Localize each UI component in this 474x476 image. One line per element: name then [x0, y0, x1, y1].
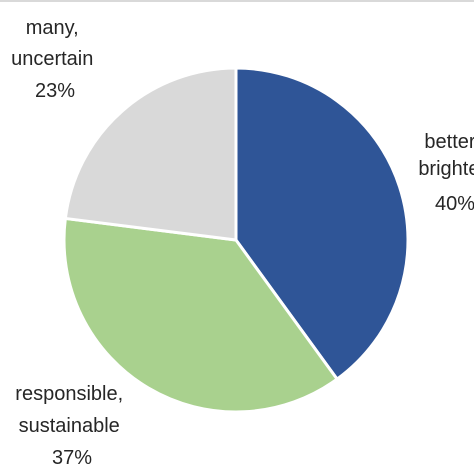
slice-label-line: many, — [26, 17, 79, 39]
slice-label-percent: 40% — [435, 193, 474, 215]
slice-label-line: sustainable — [19, 415, 120, 437]
pie-slices — [62, 66, 410, 414]
pie-slice-many-uncertain — [63, 66, 238, 242]
pie-slice-responsible-sustainable — [62, 216, 339, 414]
slice-label-line: uncertain — [11, 48, 93, 70]
slice-label-responsible-sustainable: responsible, sustainable 37% — [15, 383, 128, 469]
slice-label-line: better, — [424, 131, 474, 153]
slice-label-many-uncertain: many, uncertain 23% — [11, 17, 99, 102]
slice-label-better-brighter: better, brighter 40% — [418, 131, 474, 215]
pie-labels: better, brighter 40% responsible, sustai… — [11, 17, 474, 469]
slice-label-percent: 23% — [35, 80, 75, 102]
pie-slice-better-brighter — [234, 66, 410, 381]
slice-label-line: responsible, — [15, 383, 123, 405]
slice-label-percent: 37% — [52, 447, 92, 469]
slice-label-line: brighter — [418, 158, 474, 180]
